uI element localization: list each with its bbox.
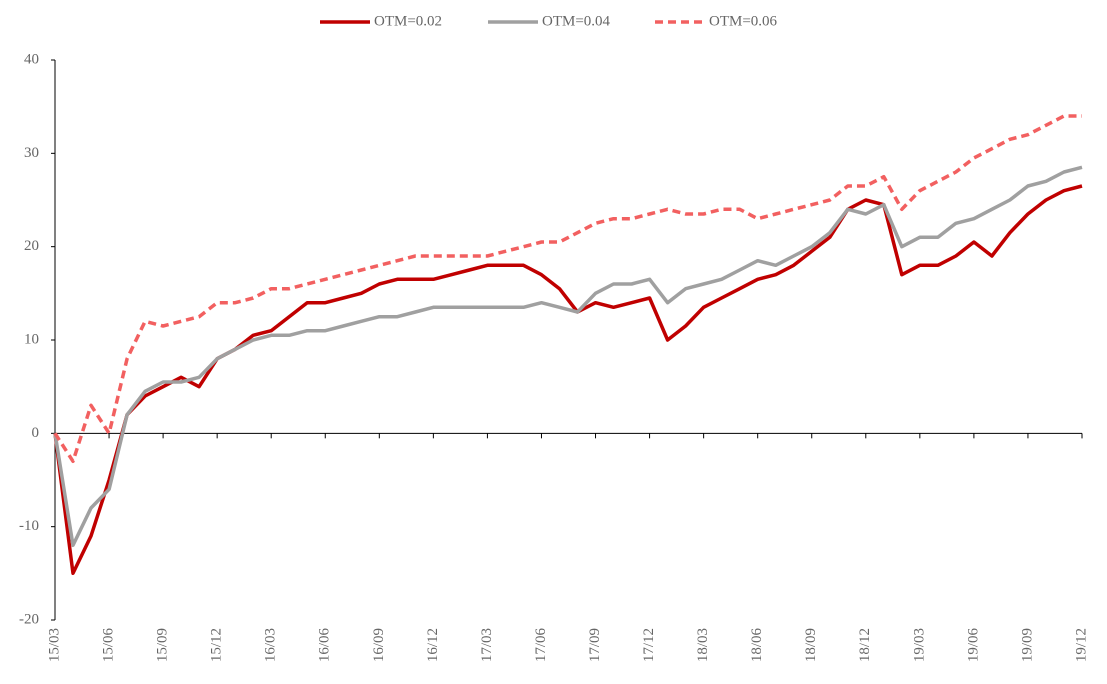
x-tick-label: 16/09: [371, 628, 387, 662]
x-tick-label: 15/06: [100, 628, 116, 663]
x-tick-label: 18/06: [749, 628, 765, 663]
y-tick-label: 30: [24, 145, 39, 161]
y-tick-label: 40: [24, 51, 39, 67]
x-tick-label: 15/09: [155, 628, 171, 662]
x-tick-label: 16/12: [425, 628, 441, 662]
x-tick-label: 19/06: [965, 628, 981, 663]
x-tick-label: 18/09: [803, 628, 819, 662]
x-tick-label: 17/06: [533, 628, 549, 663]
y-tick-label: -10: [19, 518, 39, 534]
x-tick-label: 18/12: [857, 628, 873, 662]
legend-label: OTM=0.06: [709, 13, 778, 29]
x-tick-label: 16/06: [317, 628, 333, 663]
y-tick-label: 20: [24, 238, 39, 254]
series-line: [53, 165, 1083, 548]
x-tick-label: 16/03: [263, 628, 279, 662]
x-tick-label: 17/12: [641, 628, 657, 662]
x-tick-label: 15/12: [209, 628, 225, 662]
y-tick-label: -20: [19, 611, 39, 627]
x-tick-label: 17/03: [479, 628, 495, 662]
x-tick-label: 19/12: [1073, 628, 1089, 662]
y-tick-label: 0: [32, 425, 40, 441]
x-tick-label: 15/03: [46, 628, 62, 662]
x-tick-label: 19/03: [911, 628, 927, 662]
y-tick-label: 10: [24, 331, 39, 347]
legend-label: OTM=0.04: [542, 13, 611, 29]
x-tick-label: 18/03: [695, 628, 711, 662]
series-line: [53, 184, 1083, 576]
series-line: [53, 114, 1082, 464]
x-tick-label: 17/09: [587, 628, 603, 662]
x-tick-label: 19/09: [1019, 628, 1035, 662]
legend-label: OTM=0.02: [374, 13, 442, 29]
